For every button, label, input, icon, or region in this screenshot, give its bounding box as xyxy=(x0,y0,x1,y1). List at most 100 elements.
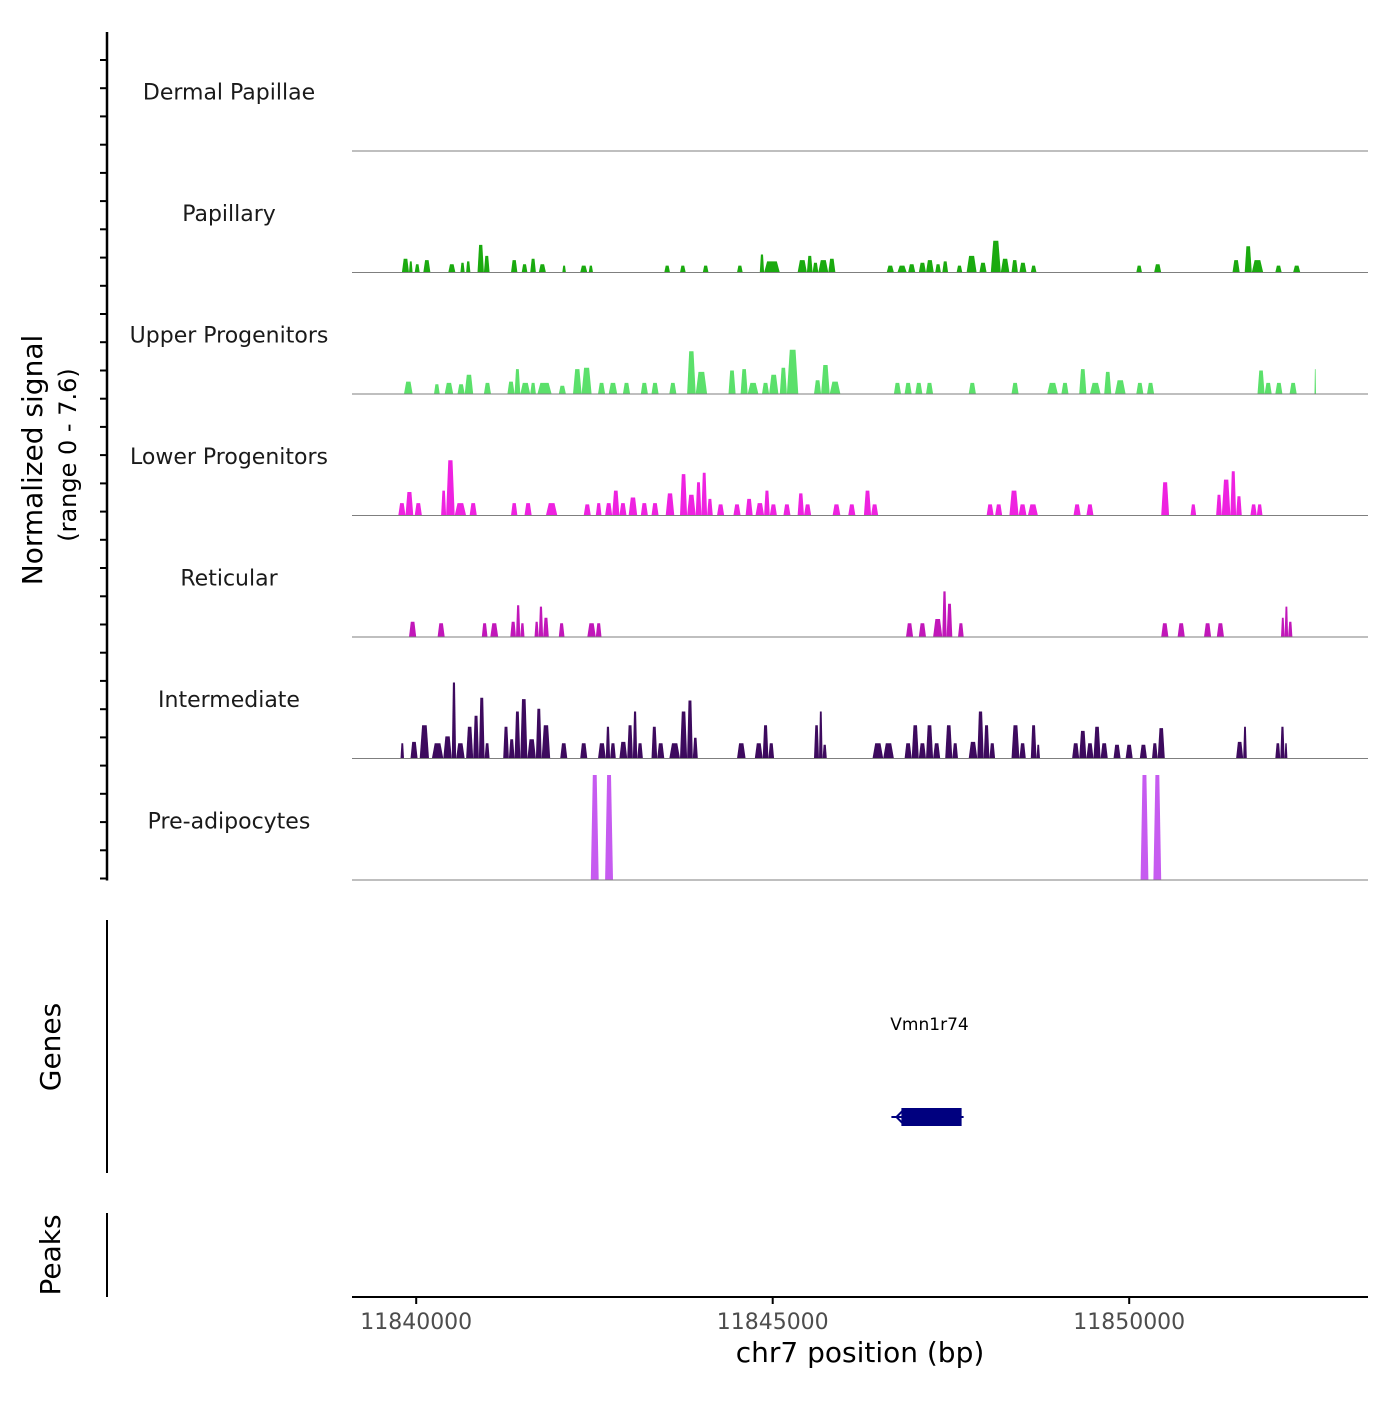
signal-block-intermediate-44 xyxy=(918,743,926,759)
signal-block-upper-progenitors-35 xyxy=(926,382,934,394)
signal-block-intermediate-56 xyxy=(1036,744,1040,759)
signal-block-lower-progenitors-31 xyxy=(797,493,804,516)
signal-block-reticular-10 xyxy=(558,623,565,637)
signal-block-pre-adipocytes-2 xyxy=(1140,775,1149,880)
signal-block-upper-progenitors-25 xyxy=(762,382,770,394)
signal-block-upper-progenitors-43 xyxy=(1114,380,1126,394)
signal-block-intermediate-19 xyxy=(580,743,588,759)
signal-block-upper-progenitors-46 xyxy=(1257,370,1265,394)
signal-block-upper-progenitors-42 xyxy=(1104,371,1112,394)
signal-block-upper-progenitors-9 xyxy=(530,382,536,394)
signal-block-papillary-29 xyxy=(908,264,916,273)
signal-block-lower-progenitors-33 xyxy=(832,504,841,516)
signal-block-upper-progenitors-38 xyxy=(1047,382,1058,394)
signal-block-papillary-46 xyxy=(1251,260,1264,273)
track-upper-progenitors: Upper Progenitors xyxy=(130,324,1368,395)
signal-block-lower-progenitors-45 xyxy=(1190,504,1197,516)
signal-block-intermediate-30 xyxy=(680,711,688,759)
signal-block-intermediate-33 xyxy=(737,743,746,759)
x-axis-ticks: 11840000 11845000 11850000 xyxy=(360,1297,1185,1335)
signal-block-intermediate-7 xyxy=(466,726,474,759)
track-label-upper-progenitors: Upper Progenitors xyxy=(130,324,329,349)
signal-block-lower-progenitors-5 xyxy=(454,503,467,516)
signal-block-lower-progenitors-6 xyxy=(469,503,477,516)
signal-block-intermediate-68 xyxy=(1243,726,1247,759)
signal-block-upper-progenitors-34 xyxy=(915,382,923,394)
signal-block-lower-progenitors-49 xyxy=(1236,496,1242,516)
signal-block-intermediate-57 xyxy=(1072,743,1080,759)
genes-panel-label: Genes xyxy=(34,1003,67,1091)
signal-block-lower-progenitors-20 xyxy=(687,494,696,516)
signal-block-papillary-30 xyxy=(918,262,926,273)
signal-block-lower-progenitors-19 xyxy=(680,474,688,516)
signal-block-upper-progenitors-32 xyxy=(893,382,901,394)
signal-block-papillary-2 xyxy=(414,264,420,273)
signal-block-upper-progenitors-27 xyxy=(779,367,787,394)
track-lower-progenitors: Lower Progenitors xyxy=(130,445,1368,516)
signal-block-reticular-1 xyxy=(437,623,445,637)
signal-block-papillary-48 xyxy=(1293,265,1301,273)
signal-block-reticular-11 xyxy=(587,623,596,637)
signal-block-pre-adipocytes-3 xyxy=(1153,775,1162,880)
signal-block-papillary-34 xyxy=(956,265,963,273)
track-label-papillary: Papillary xyxy=(182,202,276,227)
signal-block-lower-progenitors-50 xyxy=(1250,504,1257,516)
signal-block-papillary-11 xyxy=(530,258,536,273)
track-dermal-papillae: Dermal Papillae xyxy=(143,81,1368,152)
signal-block-upper-progenitors-47 xyxy=(1264,382,1272,394)
signal-block-reticular-3 xyxy=(490,623,499,637)
signal-block-upper-progenitors-19 xyxy=(669,382,677,394)
signal-block-reticular-12 xyxy=(595,623,602,637)
signal-block-upper-progenitors-24 xyxy=(747,382,759,394)
signal-block-papillary-42 xyxy=(1136,265,1142,273)
signal-block-intermediate-46 xyxy=(933,743,941,759)
signal-block-upper-progenitors-12 xyxy=(573,369,582,394)
signal-block-intermediate-53 xyxy=(1011,725,1020,759)
signal-block-reticular-19 xyxy=(1161,623,1169,637)
signal-block-intermediate-16 xyxy=(535,708,542,759)
signal-block-papillary-36 xyxy=(979,262,987,273)
signal-block-papillary-19 xyxy=(737,265,743,273)
signal-block-papillary-47 xyxy=(1275,265,1282,273)
signal-block-intermediate-0 xyxy=(400,743,404,759)
signal-block-intermediate-67 xyxy=(1236,741,1244,759)
signal-block-intermediate-31 xyxy=(687,700,693,759)
signal-block-intermediate-61 xyxy=(1100,743,1108,759)
signal-block-lower-progenitors-37 xyxy=(986,504,994,516)
signal-y-axis xyxy=(100,32,109,881)
signal-block-lower-progenitors-3 xyxy=(441,490,447,516)
signal-block-intermediate-43 xyxy=(911,725,919,759)
signal-block-lower-progenitors-13 xyxy=(612,490,620,516)
signal-block-lower-progenitors-4 xyxy=(446,460,455,516)
signal-block-lower-progenitors-40 xyxy=(1018,504,1027,516)
signal-block-intermediate-39 xyxy=(822,744,827,759)
signal-block-papillary-16 xyxy=(664,265,670,273)
signal-block-lower-progenitors-32 xyxy=(804,504,812,516)
signal-block-papillary-20 xyxy=(759,254,765,273)
signal-block-intermediate-49 xyxy=(968,741,978,759)
signal-block-papillary-10 xyxy=(521,264,528,273)
signal-block-upper-progenitors-11 xyxy=(558,385,566,394)
y-axis-label-line1: Normalized signal xyxy=(16,335,49,586)
signal-block-papillary-14 xyxy=(580,265,588,273)
signal-block-intermediate-22 xyxy=(610,743,616,759)
x-axis-label: chr7 position (bp) xyxy=(736,1336,985,1369)
signal-block-upper-progenitors-40 xyxy=(1079,369,1087,394)
signal-block-papillary-23 xyxy=(806,255,813,273)
track-intermediate: Intermediate xyxy=(158,682,1368,759)
track-reticular: Reticular xyxy=(180,567,1368,638)
signal-block-papillary-5 xyxy=(460,262,465,273)
signal-block-papillary-45 xyxy=(1244,246,1252,273)
signal-block-intermediate-15 xyxy=(527,739,536,759)
signal-block-upper-progenitors-3 xyxy=(457,384,465,394)
signal-block-intermediate-3 xyxy=(431,743,444,759)
signal-block-papillary-24 xyxy=(812,262,819,273)
signal-block-upper-progenitors-2 xyxy=(444,382,454,394)
signal-block-papillary-32 xyxy=(935,264,941,273)
signal-block-reticular-17 xyxy=(946,603,953,637)
signal-block-reticular-13 xyxy=(906,623,914,637)
signal-block-lower-progenitors-12 xyxy=(605,503,613,516)
signal-block-papillary-18 xyxy=(702,265,709,273)
signal-block-papillary-8 xyxy=(483,255,490,273)
signal-block-upper-progenitors-29 xyxy=(814,380,822,394)
